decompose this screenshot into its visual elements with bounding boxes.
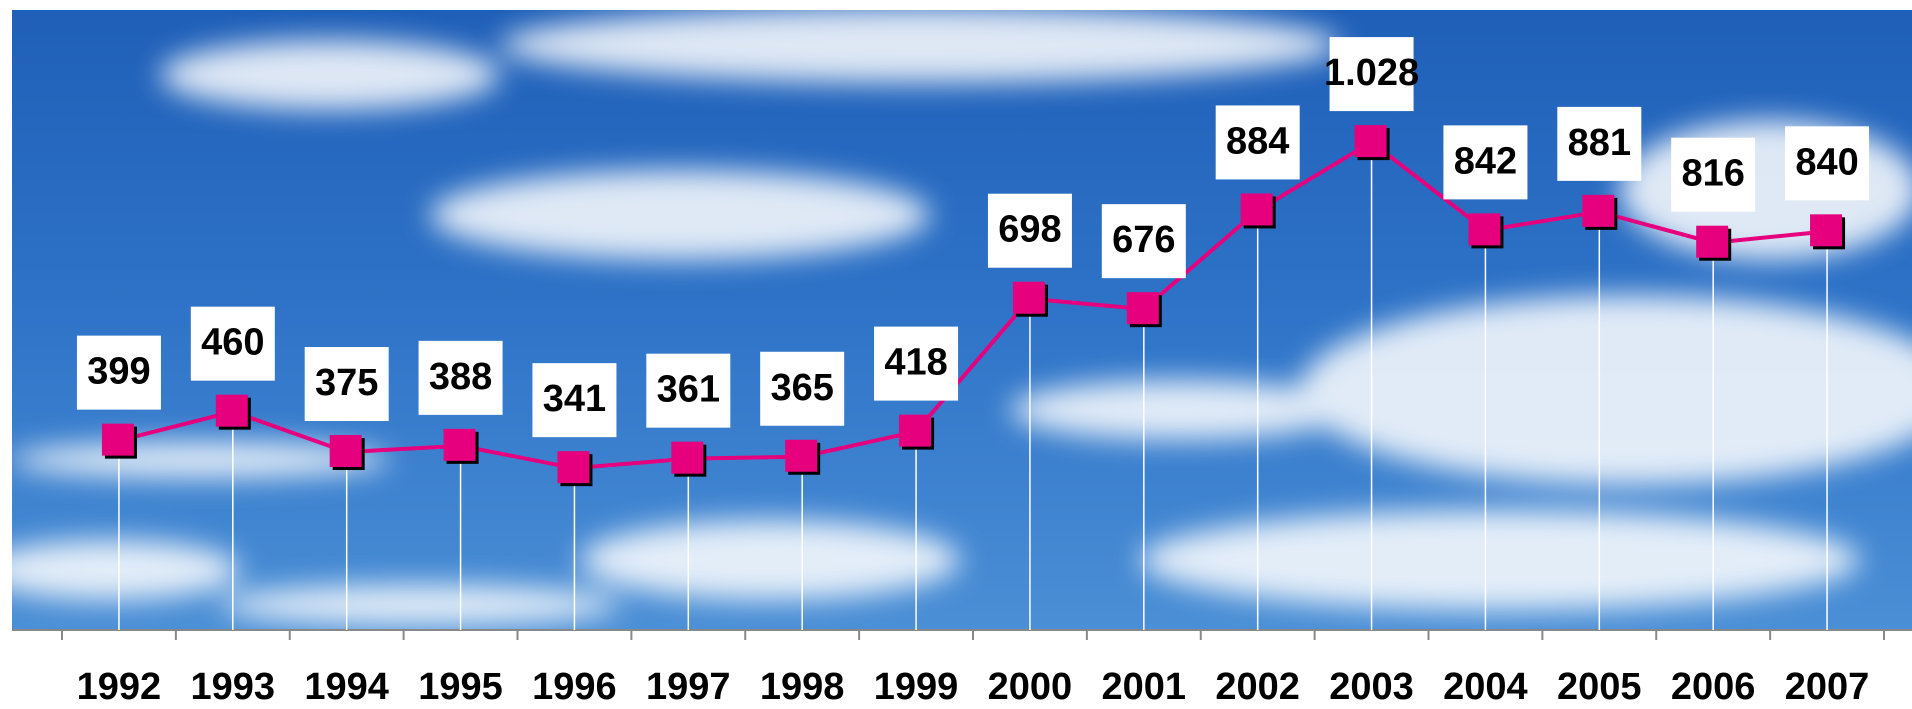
data-label: 460 [191,307,275,381]
data-label: 341 [532,363,616,437]
marker [216,395,248,427]
x-tick-label: 2005 [1557,666,1642,708]
data-label: 698 [988,194,1072,268]
data-label: 816 [1671,138,1755,212]
data-label: 375 [305,347,389,421]
marker [1127,292,1159,324]
marker [671,442,703,474]
data-label-text: 399 [87,351,150,393]
x-tick-label: 2002 [1215,666,1300,708]
x-tick-label: 1995 [418,666,503,708]
marker [1241,193,1273,225]
x-tick-label: 1999 [874,666,959,708]
marker [1013,282,1045,314]
x-tick-label: 2006 [1671,666,1756,708]
marker [330,435,362,467]
x-tick-label: 2001 [1102,666,1187,708]
data-label: 884 [1216,105,1300,179]
marker [444,429,476,461]
data-label: 881 [1557,107,1641,181]
data-label: 1.028 [1324,37,1419,111]
marker [1582,195,1614,227]
marker [785,440,817,472]
marker [1810,214,1842,246]
data-label: 842 [1443,125,1527,199]
data-label: 676 [1102,204,1186,278]
data-label-text: 1.028 [1324,52,1419,94]
x-tick-label: 2004 [1443,666,1528,708]
data-label-text: 388 [429,356,492,398]
data-label: 365 [760,352,844,426]
marker [1468,213,1500,245]
marker [557,451,589,483]
chart: 1992 1993 1994 1995 1996 1997 1998 1999 2000 2001… [0,0,1912,709]
data-label-text: 375 [315,362,378,404]
data-label-text: 842 [1454,140,1517,182]
data-label-text: 881 [1568,122,1631,164]
x-tick-label: 1996 [532,666,617,708]
data-label-text: 816 [1681,153,1744,195]
x-tick-label: 1997 [646,666,731,708]
x-tick-label: 2003 [1329,666,1414,708]
data-label: 399 [77,336,161,410]
marker [1696,226,1728,258]
x-tick-label: 2007 [1785,666,1870,708]
x-tick-label: 2000 [988,666,1073,708]
data-label-text: 676 [1112,219,1175,261]
data-label-text: 365 [770,367,833,409]
data-label: 361 [646,354,730,428]
marker [1355,125,1387,157]
data-label-text: 341 [543,378,606,420]
data-label-text: 418 [884,342,947,384]
data-label: 840 [1785,126,1869,200]
data-label-text: 460 [201,322,264,364]
x-tick-label: 1992 [77,666,162,708]
marker [102,424,134,456]
data-label: 418 [874,327,958,401]
data-label: 388 [419,341,503,415]
data-label-text: 884 [1226,120,1289,162]
x-tick-label: 1994 [304,666,389,708]
sky-background [0,7,1912,630]
data-label-text: 840 [1795,141,1858,183]
x-tick-label: 1998 [760,666,845,708]
data-label-text: 698 [998,209,1061,251]
data-label-text: 361 [657,369,720,411]
marker [899,415,931,447]
x-tick-label: 1993 [191,666,276,708]
